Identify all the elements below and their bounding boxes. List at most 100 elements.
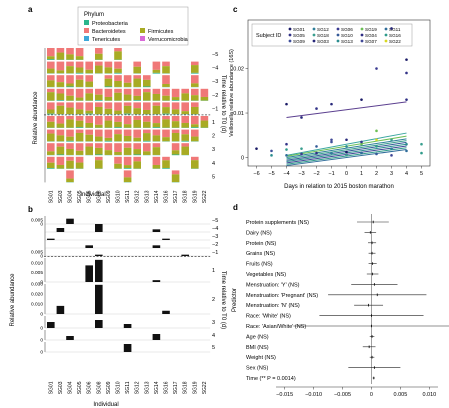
subject-legend-label: SG05 xyxy=(293,33,305,38)
bar-bacteroidetes xyxy=(75,48,84,57)
bar-firmicutes xyxy=(47,80,55,87)
bar xyxy=(123,344,132,352)
bar-firmicutes xyxy=(162,95,170,101)
data-point xyxy=(285,148,288,151)
bar-bacteroidetes xyxy=(56,102,65,106)
x-tick-label: 0 xyxy=(370,392,373,398)
bar-firmicutes xyxy=(162,119,170,128)
bar-firmicutes xyxy=(133,119,141,128)
data-point xyxy=(300,152,303,156)
predictor-label: Dairy (NS) xyxy=(246,230,272,236)
legend-swatch-proteobacteria xyxy=(84,20,89,25)
time-label: 2 xyxy=(212,297,215,303)
predictor-label: Protein (NS) xyxy=(246,241,276,247)
y-tick-label: 0.01 xyxy=(233,111,244,117)
predictor-label: BMI (NS) xyxy=(246,345,269,351)
bar-bacteroidetes xyxy=(191,88,199,96)
bar-bacteroidetes xyxy=(133,75,141,79)
subject-legend-label: SG04 xyxy=(365,33,377,38)
predictor-label: Race: 'Asian/White' (NS) xyxy=(246,324,306,330)
bar-firmicutes xyxy=(104,78,113,87)
individual-label: SG09 xyxy=(106,190,112,203)
data-point xyxy=(300,116,303,119)
bar-bacteroidetes xyxy=(104,75,113,79)
panel-letter-a: a xyxy=(28,5,33,14)
bar-bacteroidetes xyxy=(75,61,84,68)
subject-legend-marker xyxy=(360,27,364,31)
bar-firmicutes xyxy=(56,105,65,115)
bar-proteobacteria xyxy=(95,154,103,156)
tick-label: 0.030 xyxy=(31,282,43,288)
individual-label: SG14 xyxy=(154,381,160,394)
bar-bacteroidetes xyxy=(171,129,180,133)
individual-label: SG19 xyxy=(192,381,198,394)
bar-firmicutes xyxy=(152,123,161,128)
bar-bacteroidetes xyxy=(95,143,103,148)
phylum-legend: Phylum Proteobacteria Bacteroidetes Tene… xyxy=(77,6,189,46)
bar-bacteroidetes xyxy=(66,156,74,161)
bar-firmicutes xyxy=(123,147,132,155)
bar-bacteroidetes xyxy=(56,116,65,124)
tick-label: 0.020 xyxy=(31,292,43,298)
bar-firmicutes xyxy=(123,94,132,101)
bar-firmicutes xyxy=(66,83,74,87)
bar-bacteroidetes xyxy=(75,88,84,98)
bar xyxy=(162,310,170,314)
time-label: 2 xyxy=(212,134,215,140)
legend-label-proteobacteria: Proteobacteria xyxy=(92,21,129,27)
time-label: −2 xyxy=(212,242,218,248)
phylum-legend-title: Phylum xyxy=(84,12,104,18)
data-point xyxy=(360,151,363,155)
time-label: −4 xyxy=(212,226,218,232)
subject-legend-label: SG13 xyxy=(341,39,353,44)
bar-bacteroidetes xyxy=(75,102,84,110)
bar-firmicutes xyxy=(104,108,113,115)
bar-firmicutes xyxy=(85,122,93,128)
bar-firmicutes xyxy=(104,120,113,128)
bar-firmicutes xyxy=(66,160,74,169)
x-tick-label: −5 xyxy=(268,171,274,177)
tick-label: 0 xyxy=(40,254,43,260)
bar-bacteroidetes xyxy=(104,88,113,97)
data-point xyxy=(375,138,378,142)
bar-bacteroidetes xyxy=(47,75,55,81)
bar-bacteroidetes xyxy=(75,156,84,163)
time-label: 1 xyxy=(212,120,215,126)
bar-proteobacteria xyxy=(143,86,151,88)
bar-bacteroidetes xyxy=(104,129,113,138)
data-point xyxy=(270,154,273,157)
data-point xyxy=(375,67,378,70)
bar-bacteroidetes xyxy=(133,156,141,162)
bar-firmicutes xyxy=(133,108,141,115)
bar-bacteroidetes xyxy=(47,102,55,110)
bar-bacteroidetes xyxy=(75,143,84,151)
time-label: 4 xyxy=(212,161,215,167)
bar-firmicutes xyxy=(162,83,170,87)
subject-legend-marker xyxy=(336,39,340,43)
x-tick-label: 5 xyxy=(420,171,423,177)
bar-proteobacteria xyxy=(191,127,199,128)
bar-bacteroidetes xyxy=(95,129,103,137)
bar-bacteroidetes xyxy=(162,129,170,138)
bar-bacteroidetes xyxy=(66,102,74,108)
bar-firmicutes xyxy=(162,107,170,114)
bar-proteobacteria xyxy=(162,168,170,169)
bar-bacteroidetes xyxy=(181,143,189,147)
bar-bacteroidetes xyxy=(123,116,132,125)
bar-bacteroidetes xyxy=(152,61,161,70)
subject-legend-label: SG07 xyxy=(365,39,377,44)
bar-firmicutes xyxy=(114,121,122,128)
bar-proteobacteria xyxy=(162,113,170,115)
bar-bacteroidetes xyxy=(191,129,199,137)
bar xyxy=(152,245,161,248)
panel-b-time-labels: −5 −4 −3 −2 −1 1 2 3 4 5 xyxy=(212,218,218,351)
x-tick-label: −1 xyxy=(328,171,334,177)
bar-firmicutes xyxy=(114,151,122,155)
bar-bacteroidetes xyxy=(162,61,170,67)
time-label: −1 xyxy=(212,106,218,112)
bar-bacteroidetes xyxy=(162,116,170,120)
bar-proteobacteria xyxy=(75,72,84,74)
x-tick-label: 4 xyxy=(405,171,408,177)
panel-c-points xyxy=(255,27,423,157)
bar-proteobacteria xyxy=(171,100,180,101)
